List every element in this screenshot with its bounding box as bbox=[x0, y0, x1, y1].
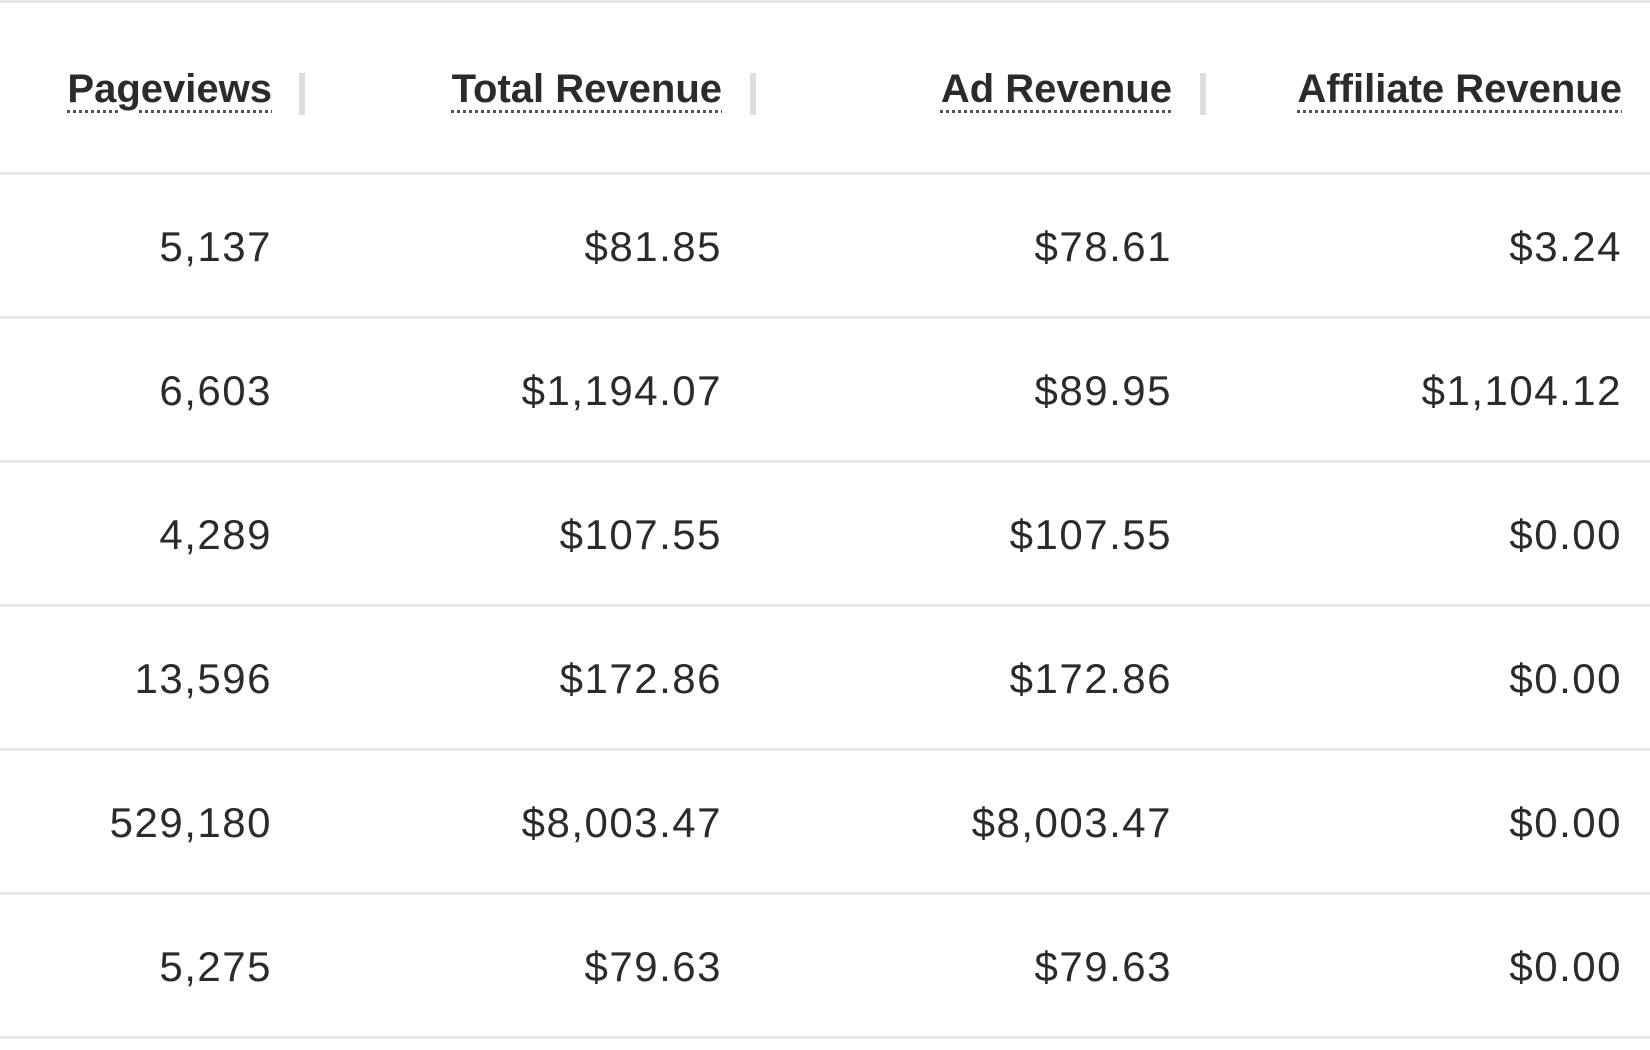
column-resize-handle[interactable] bbox=[750, 73, 756, 115]
column-resize-handle[interactable] bbox=[1200, 73, 1206, 115]
pageviews-cell: 529,180 bbox=[109, 799, 272, 846]
total-revenue-cell: $81.85 bbox=[584, 223, 722, 270]
column-header-ad-revenue[interactable]: Ad Revenue bbox=[760, 3, 1172, 175]
table-header-row: Pageviews Total Revenue Ad Revenue Affil… bbox=[0, 3, 1650, 175]
ad-revenue-cell: $8,003.47 bbox=[971, 799, 1172, 846]
affiliate-revenue-cell: $0.00 bbox=[1509, 655, 1622, 702]
pageviews-cell: 6,603 bbox=[159, 367, 272, 414]
affiliate-revenue-cell: $0.00 bbox=[1509, 943, 1622, 990]
total-revenue-cell: $1,194.07 bbox=[521, 367, 722, 414]
total-revenue-cell: $8,003.47 bbox=[521, 799, 722, 846]
ad-revenue-cell: $172.86 bbox=[1009, 655, 1172, 702]
total-revenue-cell: $79.63 bbox=[584, 943, 722, 990]
pageviews-cell: 4,289 bbox=[159, 511, 272, 558]
column-header-label: Affiliate Revenue bbox=[1297, 66, 1622, 111]
column-header-pageviews[interactable]: Pageviews bbox=[0, 3, 272, 175]
table-row: 529,180 $8,003.47 $8,003.47 $0.00 bbox=[0, 751, 1650, 895]
table-row: 5,137 $81.85 $78.61 $3.24 bbox=[0, 175, 1650, 319]
column-header-label: Ad Revenue bbox=[940, 66, 1172, 111]
table-row: 6,603 $1,194.07 $89.95 $1,104.12 bbox=[0, 319, 1650, 463]
table-row: 5,275 $79.63 $79.63 $0.00 bbox=[0, 895, 1650, 1039]
total-revenue-cell: $172.86 bbox=[559, 655, 722, 702]
ad-revenue-cell: $79.63 bbox=[1034, 943, 1172, 990]
pageviews-cell: 5,137 bbox=[159, 223, 272, 270]
table-row: 4,289 $107.55 $107.55 $0.00 bbox=[0, 463, 1650, 607]
affiliate-revenue-cell: $3.24 bbox=[1509, 223, 1622, 270]
affiliate-revenue-cell: $0.00 bbox=[1509, 799, 1622, 846]
column-header-label: Total Revenue bbox=[451, 66, 722, 111]
total-revenue-cell: $107.55 bbox=[559, 511, 722, 558]
column-header-label: Pageviews bbox=[67, 66, 272, 111]
table-row: 13,596 $172.86 $172.86 $0.00 bbox=[0, 607, 1650, 751]
column-resize-handle[interactable] bbox=[299, 73, 305, 115]
ad-revenue-cell: $89.95 bbox=[1034, 367, 1172, 414]
pageviews-cell: 5,275 bbox=[159, 943, 272, 990]
affiliate-revenue-cell: $1,104.12 bbox=[1421, 367, 1622, 414]
affiliate-revenue-cell: $0.00 bbox=[1509, 511, 1622, 558]
column-header-total-revenue[interactable]: Total Revenue bbox=[310, 3, 722, 175]
pageviews-cell: 13,596 bbox=[134, 655, 272, 702]
ad-revenue-cell: $107.55 bbox=[1009, 511, 1172, 558]
column-header-affiliate-revenue[interactable]: Affiliate Revenue bbox=[1210, 3, 1622, 175]
ad-revenue-cell: $78.61 bbox=[1034, 223, 1172, 270]
